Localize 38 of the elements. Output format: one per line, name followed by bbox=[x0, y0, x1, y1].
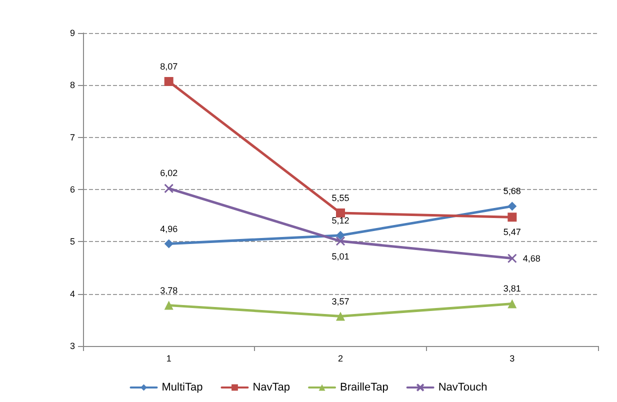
y-tick-label: 6 bbox=[70, 184, 75, 194]
point bbox=[336, 208, 345, 218]
y-tick-label: 8 bbox=[70, 80, 75, 90]
point bbox=[164, 77, 174, 86]
data-label: 5,12 bbox=[332, 215, 350, 226]
x-tick-label: 3 bbox=[510, 354, 515, 364]
point bbox=[164, 300, 174, 310]
data-label: 5,68 bbox=[503, 186, 521, 196]
data-label: 5,47 bbox=[503, 227, 521, 238]
legend-label: BrailleTap bbox=[340, 382, 388, 394]
point bbox=[508, 202, 517, 211]
data-label: 5,55 bbox=[332, 192, 350, 203]
data-label: 4,96 bbox=[160, 224, 178, 234]
y-tick-label: 5 bbox=[70, 236, 75, 247]
point bbox=[508, 212, 517, 222]
legend-label: NavTap bbox=[252, 382, 290, 394]
data-label: 3,57 bbox=[332, 296, 350, 306]
data-label: 6,02 bbox=[160, 168, 178, 178]
y-tick-label: 4 bbox=[70, 288, 75, 299]
point bbox=[507, 254, 517, 264]
point bbox=[336, 236, 346, 246]
y-tick-label: 7 bbox=[70, 132, 75, 142]
point bbox=[164, 184, 174, 194]
x-tick-label: 1 bbox=[166, 354, 172, 364]
point bbox=[336, 312, 345, 321]
data-label: 8,07 bbox=[160, 62, 178, 72]
data-label: 4,68 bbox=[522, 253, 540, 264]
legend-label: NavTouch bbox=[438, 382, 488, 394]
point bbox=[508, 299, 517, 308]
data-label: 3,81 bbox=[503, 284, 521, 294]
y-tick-label: 3 bbox=[70, 341, 75, 351]
point bbox=[164, 239, 174, 248]
y-tick-label: 9 bbox=[70, 28, 75, 38]
point bbox=[336, 230, 345, 240]
x-tick-label: 2 bbox=[338, 354, 344, 364]
legend-label: MultiTap bbox=[162, 382, 203, 394]
data-label: 3,78 bbox=[160, 285, 178, 296]
data-label: 5,01 bbox=[332, 251, 350, 262]
